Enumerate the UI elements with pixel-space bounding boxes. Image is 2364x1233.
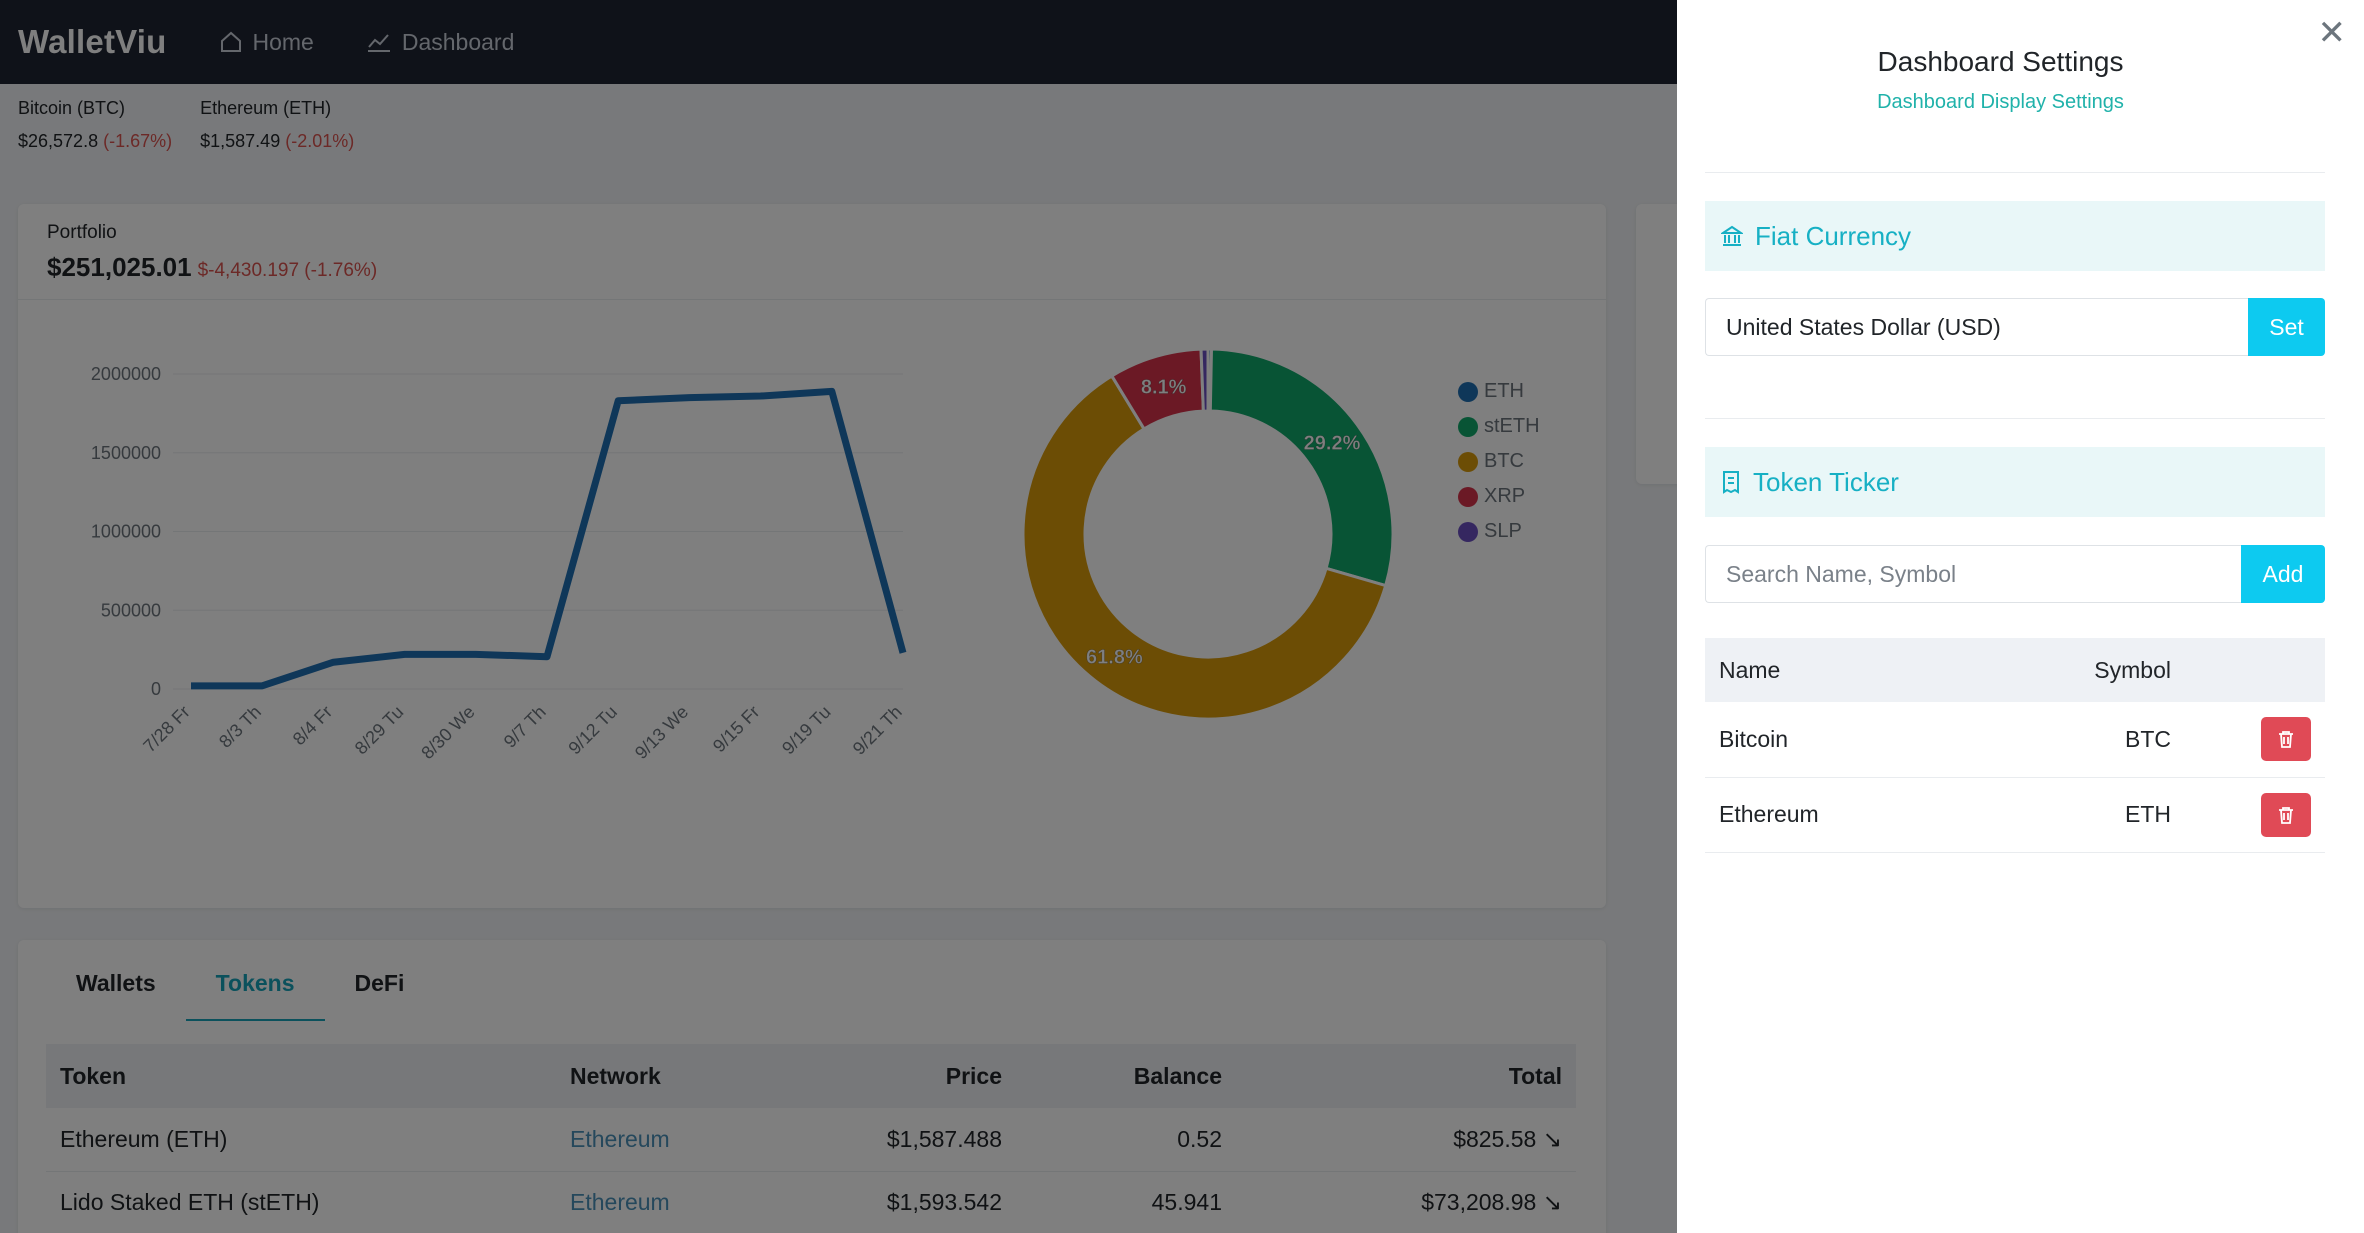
settings-panel: ✕ Dashboard Settings Dashboard Display S… [1677,0,2364,1233]
table-header-row: Name Symbol [1705,638,2325,702]
receipt-icon [1723,471,1739,494]
col-name: Name [1705,638,2045,702]
cell-symbol: BTC [2045,702,2185,778]
table-row: Ethereum ETH [1705,777,2325,853]
token-ticker-title: Token Ticker [1753,466,1899,497]
add-button[interactable]: Add [2241,545,2325,603]
panel-subtitle: Dashboard Display Settings [1877,91,2124,113]
ticker-table: Name Symbol Bitcoin BTC Ethereum ETH [1705,638,2325,853]
trash-icon [2279,731,2293,749]
fiat-currency-row: United States Dollar (USD) Set [1705,298,2325,356]
fiat-currency-title: Fiat Currency [1755,220,1912,251]
set-button[interactable]: Set [2248,298,2325,356]
delete-button[interactable] [2261,717,2311,762]
fiat-currency-header: Fiat Currency [1705,201,2325,271]
trash-icon [2279,806,2293,824]
modal-backdrop[interactable] [0,0,1677,1233]
cell-name: Ethereum [1705,777,2045,853]
delete-button[interactable] [2261,792,2311,837]
panel-title: Dashboard Settings [1877,46,2124,77]
col-symbol: Symbol [2045,638,2185,702]
fiat-currency-select[interactable]: United States Dollar (USD) [1705,298,2248,356]
token-search-input[interactable]: Search Name, Symbol [1705,545,2241,603]
divider [1705,172,2325,173]
token-search-row: Search Name, Symbol Add [1705,545,2325,603]
table-row: Bitcoin BTC [1705,702,2325,778]
token-ticker-header: Token Ticker [1705,447,2325,517]
divider [1705,418,2325,419]
cell-name: Bitcoin [1705,702,2045,778]
close-icon[interactable]: ✕ [2317,14,2347,52]
bank-icon [1721,225,1743,246]
cell-symbol: ETH [2045,777,2185,853]
